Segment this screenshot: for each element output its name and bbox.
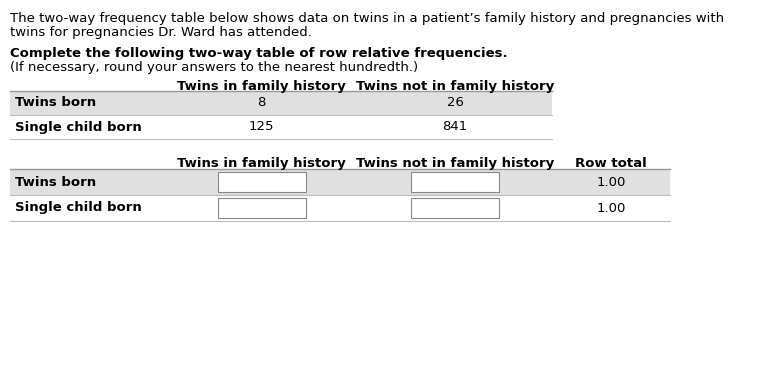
Text: 841: 841 [442, 120, 467, 134]
Text: 1.00: 1.00 [597, 175, 626, 188]
Text: Complete the following two-way table of row relative frequencies.: Complete the following two-way table of … [10, 47, 507, 60]
Bar [10, 91, 552, 115]
FancyBboxPatch shape [411, 172, 499, 192]
FancyBboxPatch shape [218, 172, 305, 192]
FancyBboxPatch shape [218, 198, 305, 218]
Text: Twins not in family history: Twins not in family history [356, 157, 554, 170]
FancyBboxPatch shape [411, 198, 499, 218]
Text: Row total: Row total [576, 157, 647, 170]
Text: Twins in family history: Twins in family history [177, 157, 346, 170]
Text: The two-way frequency table below shows data on twins in a patient’s family hist: The two-way frequency table below shows … [10, 12, 724, 25]
Text: 8: 8 [258, 96, 265, 110]
Text: Single child born: Single child born [15, 202, 142, 214]
Text: Twins not in family history: Twins not in family history [356, 80, 554, 93]
Bar [10, 169, 670, 195]
Text: Twins in family history: Twins in family history [177, 80, 346, 93]
Text: 1.00: 1.00 [597, 202, 626, 214]
Text: Twins born: Twins born [15, 175, 96, 188]
Text: 125: 125 [249, 120, 274, 134]
Text: 26: 26 [446, 96, 464, 110]
Text: Single child born: Single child born [15, 120, 142, 134]
Text: (If necessary, round your answers to the nearest hundredth.): (If necessary, round your answers to the… [10, 61, 418, 74]
Text: twins for pregnancies Dr. Ward has attended.: twins for pregnancies Dr. Ward has atten… [10, 26, 312, 39]
Text: Twins born: Twins born [15, 96, 96, 110]
